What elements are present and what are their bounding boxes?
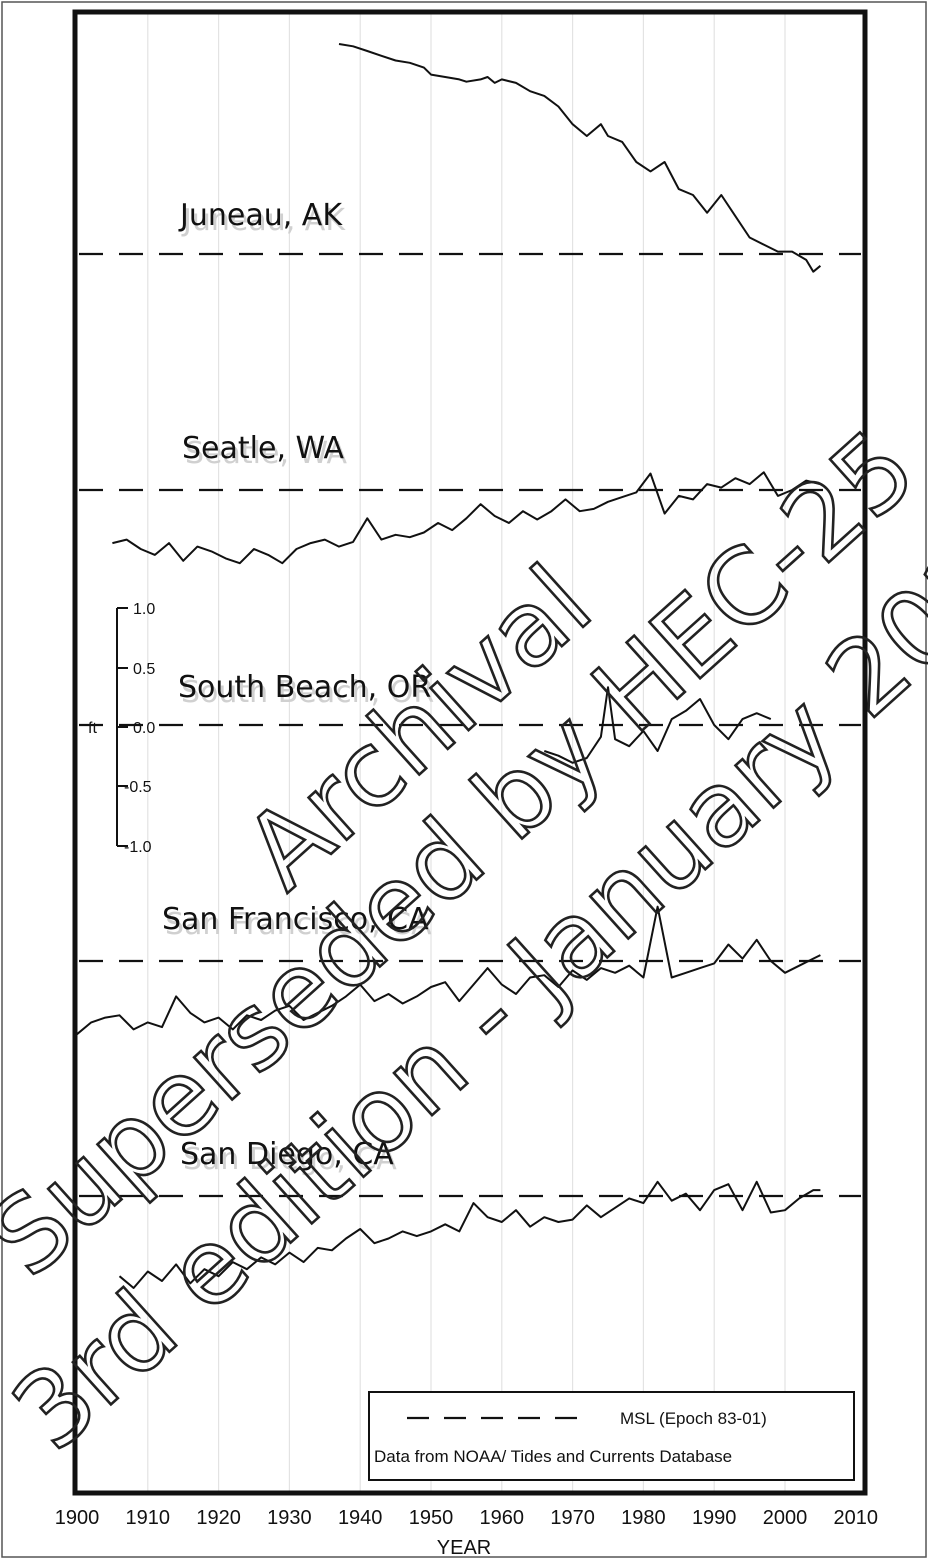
x-axis-ticks: 1900 1910 1920 1930 1940 1950 1960 1970 1980 1990… xyxy=(55,1507,878,1529)
plot-frame xyxy=(72,9,868,1496)
x-tick-label: 1920 xyxy=(196,1507,241,1529)
station-label: Seatle, WA xyxy=(182,431,345,466)
series-line xyxy=(76,905,821,1035)
x-tick-label: 1930 xyxy=(267,1507,312,1529)
legend-msl-label: MSL (Epoch 83-01) xyxy=(620,1409,767,1428)
legend-source-note: Data from NOAA/ Tides and Currents Datab… xyxy=(374,1447,732,1466)
x-tick-label: 1950 xyxy=(409,1507,454,1529)
station-label: Juneau, AK xyxy=(178,198,343,233)
scale-tick-label: 0.0 xyxy=(133,720,155,737)
station-label-shadow: San Francisco, CA xyxy=(165,907,432,942)
x-tick-label: 2000 xyxy=(763,1507,808,1529)
station-label-shadow: South Beach, OR xyxy=(181,675,434,710)
scale-tick-label: -1.0 xyxy=(124,839,152,856)
watermark: Archival Superseded by HEC-25 3rd editio… xyxy=(0,405,928,1474)
station-label-shadow: Seatle, WA xyxy=(185,436,348,471)
msl-reference-lines xyxy=(79,252,861,1198)
x-tick-label: 1940 xyxy=(338,1507,383,1529)
x-tick-label: 2010 xyxy=(834,1507,879,1529)
series-line xyxy=(543,686,772,764)
x-axis-label: YEAR xyxy=(437,1537,491,1559)
x-tick-label: 1910 xyxy=(126,1507,171,1529)
x-tick-label: 1960 xyxy=(480,1507,525,1529)
x-tick-label: 1990 xyxy=(692,1507,737,1529)
legend-box xyxy=(368,1391,855,1481)
station-label-shadow: Juneau, AK xyxy=(181,203,346,238)
station-label: South Beach, OR xyxy=(178,670,431,705)
station-label-shadow: San Diego, CA xyxy=(183,1142,397,1177)
station-label: San Diego, CA xyxy=(180,1137,394,1172)
series-line xyxy=(118,1180,821,1289)
scale-tick-label: -0.5 xyxy=(124,779,152,796)
x-tick-label: 1900 xyxy=(55,1507,100,1529)
x-tick-label: 1980 xyxy=(621,1507,666,1529)
vertical-gridlines xyxy=(147,14,786,1491)
series-lines xyxy=(76,43,822,1289)
scale-unit-label: ft xyxy=(88,720,97,737)
station-label: San Francisco, CA xyxy=(162,902,429,937)
legend: MSL (Epoch 83-01) Data from NOAA/ Tides … xyxy=(368,1391,855,1481)
series-line xyxy=(338,43,822,273)
scale-tick-label: 1.0 xyxy=(133,601,155,618)
x-tick-label: 1970 xyxy=(550,1507,595,1529)
scale-bar: 1.0 0.5 0.0 -0.5 -1.0 ft xyxy=(88,601,155,856)
series-line xyxy=(112,471,821,565)
scale-tick-label: 0.5 xyxy=(133,661,155,678)
